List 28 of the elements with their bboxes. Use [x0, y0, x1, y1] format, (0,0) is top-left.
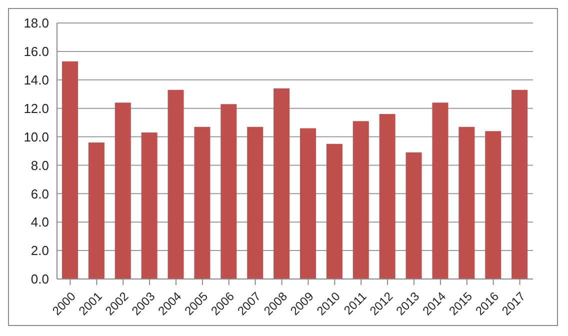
bar — [432, 102, 448, 279]
bar — [326, 144, 342, 279]
bar — [274, 88, 290, 279]
y-tick-label: 16.0 — [24, 44, 49, 60]
y-tick-label: 8.0 — [30, 158, 49, 173]
y-tick-label: 18.0 — [24, 16, 49, 31]
y-tick-label: 0.0 — [30, 272, 49, 287]
bar — [512, 90, 528, 279]
bar — [62, 61, 78, 279]
bar — [114, 102, 131, 279]
y-tick-label: 12.0 — [24, 100, 49, 116]
bar — [194, 126, 210, 279]
bar — [220, 104, 237, 279]
y-tick-label: 10.0 — [24, 129, 49, 144]
y-tick-label: 6.0 — [30, 186, 49, 202]
bar — [141, 132, 158, 279]
bar — [485, 131, 502, 279]
bar — [406, 152, 422, 279]
y-tick-label: 2.0 — [30, 243, 49, 258]
bar — [247, 126, 264, 279]
bar — [300, 128, 316, 279]
bar — [458, 126, 475, 279]
bar — [379, 114, 396, 279]
y-tick-label: 14.0 — [24, 72, 49, 88]
bar — [88, 142, 104, 279]
bar — [352, 121, 369, 279]
y-tick-label: 4.0 — [30, 214, 49, 230]
bar — [168, 90, 184, 279]
